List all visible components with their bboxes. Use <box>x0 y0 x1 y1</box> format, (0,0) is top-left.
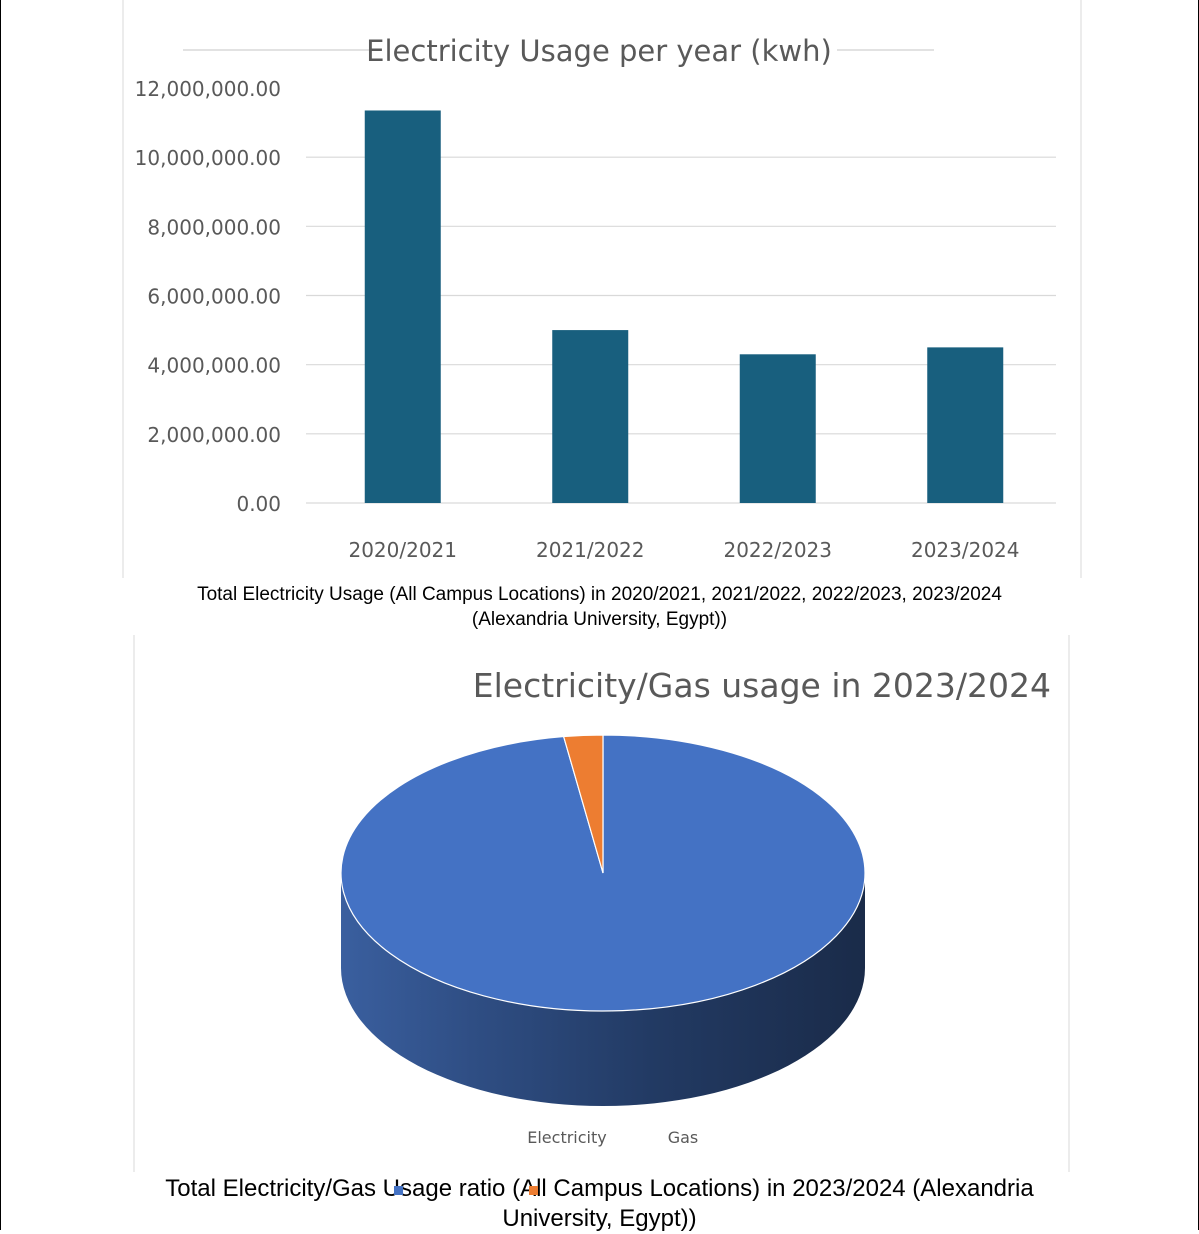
x-tick-label: 2020/2021 <box>348 538 457 562</box>
legend-label-electricity: Electricity <box>527 1128 606 1147</box>
x-axis-labels: 2020/2021 2021/2022 2022/2023 2023/2024 <box>348 538 1019 562</box>
caption-1-line-2: (Alexandria University, Egypt)) <box>471 609 728 630</box>
pie-side-wall <box>341 873 865 1106</box>
caption-1-line-1: Total Electricity Usage (All Campus Loca… <box>197 584 1002 605</box>
legend-swatch-gas <box>529 1186 538 1195</box>
pie-legend: Electricity Gas <box>527 1128 698 1147</box>
caption-2-line-1: Total Electricity/Gas Usage ratio (All C… <box>165 1175 1034 1202</box>
bar-chart-title: Electricity Usage per year (kwh) <box>366 34 832 68</box>
bar-chart-cell: Electricity Usage per year (kwh) 0.00 2,0… <box>0 0 1199 579</box>
y-tick-label: 8,000,000.00 <box>147 215 281 239</box>
bars <box>364 110 1004 504</box>
bar-2022-2023 <box>739 354 816 503</box>
caption-2: Total Electricity/Gas Usage ratio (All C… <box>1 1174 1198 1234</box>
x-tick-label: 2021/2022 <box>536 538 645 562</box>
bar-chart: Electricity Usage per year (kwh) 0.00 2,0… <box>122 0 1082 578</box>
caption-2-cell: Total Electricity/Gas Usage ratio (All C… <box>0 1172 1199 1232</box>
caption-1: Total Electricity Usage (All Campus Loca… <box>1 582 1198 632</box>
pie-chart: Electricity/Gas usage in 2023/2024 Elect… <box>133 635 1070 1172</box>
legend-swatch-electricity <box>394 1186 403 1195</box>
pie-chart-cell: Electricity/Gas usage in 2023/2024 Elect… <box>0 635 1199 1173</box>
pie-slice-gas <box>562 734 604 874</box>
y-axis-labels: 0.00 2,000,000.00 4,000,000.00 6,000,000.00… <box>135 77 281 516</box>
pie-chart-title: Electricity/Gas usage in 2023/2024 <box>473 666 1051 705</box>
bar-2020-2021 <box>364 110 441 504</box>
caption-1-cell: Total Electricity Usage (All Campus Loca… <box>0 578 1199 636</box>
y-tick-label: 10,000,000.00 <box>135 146 281 170</box>
y-tick-label: 6,000,000.00 <box>147 285 281 309</box>
bar-2023-2024 <box>927 347 1004 503</box>
pie-slice-electricity <box>340 734 866 1012</box>
y-tick-label: 0.00 <box>236 492 281 516</box>
caption-2-line-2: University, Egypt)) <box>502 1205 697 1232</box>
y-tick-label: 2,000,000.00 <box>147 423 281 447</box>
y-tick-label: 12,000,000.00 <box>135 77 281 101</box>
y-tick-label: 4,000,000.00 <box>147 354 281 378</box>
bar-2021-2022 <box>552 330 629 503</box>
x-tick-label: 2022/2023 <box>723 538 832 562</box>
legend-label-gas: Gas <box>668 1128 699 1147</box>
x-tick-label: 2023/2024 <box>911 538 1020 562</box>
